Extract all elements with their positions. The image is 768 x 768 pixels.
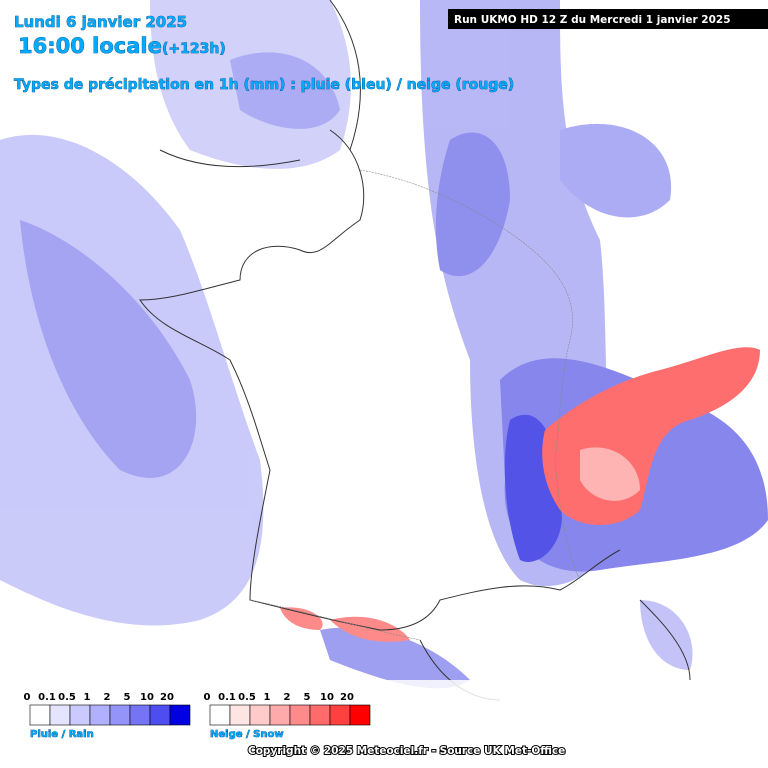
rain-title: Pluie / Rain: [30, 729, 94, 740]
run-info: Run UKMO HD 12 Z du Mercredi 1 janvier 2…: [454, 14, 731, 26]
rain-swatch: [29, 704, 51, 726]
snow-scale-label: 2: [284, 692, 291, 703]
rain-scale-label: 0.5: [58, 692, 76, 703]
snow-scale-label: 1: [264, 692, 271, 703]
rain-swatch: [149, 704, 171, 726]
snow-title: Neige / Snow: [210, 729, 284, 740]
snow-scale-label: 0.1: [218, 692, 236, 703]
legend: 0 0.1 0.5 1 2 5 10 20 0 0.1 0.5 1 2 5 10 20: [24, 692, 371, 726]
rain-scale-label: 5: [124, 692, 131, 703]
rain-scale-label: 10: [140, 692, 154, 703]
rain-swatch: [169, 704, 191, 726]
snow-swatch: [229, 704, 251, 726]
rain-swatch: [69, 704, 91, 726]
rain-scale-label: 0: [24, 692, 31, 703]
subtitle: Types de précipitation en 1h (mm) : plui…: [14, 77, 514, 93]
snow-swatch: [209, 704, 231, 726]
rain-scale-label: 0.1: [38, 692, 56, 703]
snow-swatch: [289, 704, 311, 726]
rain-swatch: [129, 704, 151, 726]
snow-swatch: [309, 704, 331, 726]
rain-swatch: [89, 704, 111, 726]
snow-swatch: [349, 704, 371, 726]
copyright: Copyright © 2025 Meteociel.fr - Source U…: [248, 745, 565, 757]
rain-swatch: [109, 704, 131, 726]
snow-scale-label: 0: [204, 692, 211, 703]
date: Lundi 6 janvier 2025: [14, 13, 187, 31]
lead-time: (+123h): [162, 41, 226, 57]
rain-scale-label: 20: [160, 692, 174, 703]
snow-scale-label: 5: [304, 692, 311, 703]
snow-scale-label: 0.5: [238, 692, 256, 703]
snow-scale-label: 10: [320, 692, 334, 703]
snow-swatch: [249, 704, 271, 726]
snow-scale-label: 20: [340, 692, 354, 703]
coastlines: [139, 0, 691, 701]
snow-field: [280, 347, 760, 642]
snow-swatch: [269, 704, 291, 726]
time: 16:00 locale: [18, 34, 162, 58]
run-box: [448, 9, 768, 29]
rain-scale-label: 2: [104, 692, 111, 703]
rain-swatch: [49, 704, 71, 726]
rain-scale-label: 1: [84, 692, 91, 703]
snow-swatch: [329, 704, 351, 726]
